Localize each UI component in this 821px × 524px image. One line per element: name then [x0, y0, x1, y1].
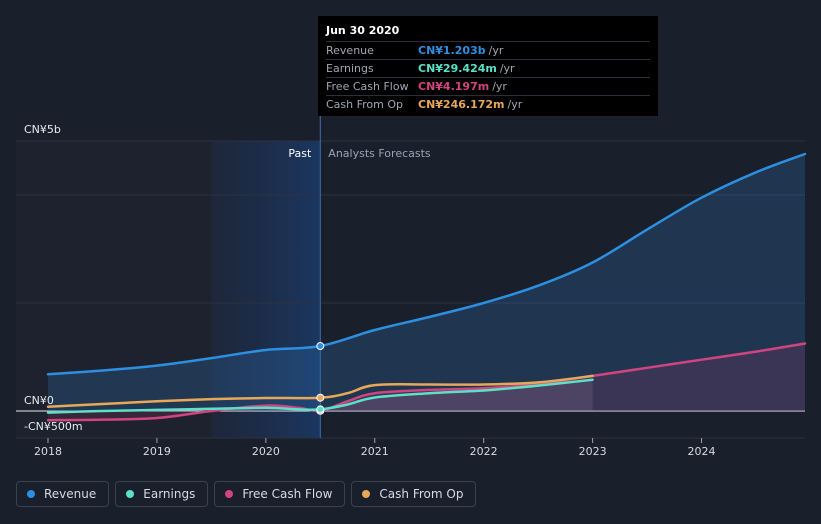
legend-dot-icon [362, 490, 371, 498]
y-axis-label-bottom: -CN¥500m [24, 420, 83, 433]
tooltip-row-free-cash-flow: Free Cash Flow CN¥4.197m /yr [326, 77, 650, 95]
y-axis-label-top: CN¥5b [24, 123, 61, 136]
legend-item-earnings[interactable]: Earnings [115, 481, 209, 507]
series-marker-revenue [316, 342, 325, 351]
tooltip-unit: /yr [499, 62, 515, 75]
x-tick-label: 2023 [579, 445, 607, 458]
legend-dot-icon [126, 490, 135, 498]
tooltip-row-earnings: Earnings CN¥29.424m /yr [326, 59, 650, 77]
financial-chart: CN¥5b CN¥0 -CN¥500m Past Analysts Forecasts 2… [16, 16, 807, 458]
series-area-earnings [48, 379, 593, 413]
legend-label: Free Cash Flow [242, 487, 333, 501]
series-marker-earnings [316, 405, 325, 414]
tooltip-value: CN¥4.197m [418, 80, 490, 93]
x-tick-label: 2019 [143, 445, 171, 458]
past-label: Past [288, 147, 312, 160]
series-line-free-cash-flow [46, 342, 807, 422]
x-tick-label: 2024 [688, 445, 716, 458]
legend-label: Earnings [143, 487, 196, 501]
legend-dot-icon [225, 490, 234, 498]
tooltip-unit: /yr [488, 44, 504, 57]
tooltip-unit: /yr [492, 80, 507, 93]
series-area-revenue [48, 154, 805, 411]
tooltip-row-revenue: Revenue CN¥1.203b /yr [326, 41, 650, 59]
tooltip-label: Earnings [326, 62, 374, 75]
tooltip-unit: /yr [507, 98, 523, 111]
series-line-cash-from-op [46, 374, 594, 408]
legend-item-cash-from-op[interactable]: Cash From Op [351, 481, 477, 507]
legend: Revenue Earnings Free Cash Flow Cash Fro… [16, 481, 477, 507]
tooltip-label: Cash From Op [326, 98, 404, 111]
tooltip-row-cash-from-op: Cash From Op CN¥246.172m /yr [326, 95, 650, 113]
legend-dot-icon [27, 490, 35, 498]
series-line-revenue [46, 152, 807, 376]
x-tick-label: 2020 [252, 445, 280, 458]
legend-item-free-cash-flow[interactable]: Free Cash Flow [214, 481, 346, 507]
legend-label: Cash From Op [379, 487, 464, 501]
tooltip-label: Revenue [326, 44, 374, 57]
x-tick-label: 2022 [470, 445, 498, 458]
tooltip-value: CN¥29.424m [418, 62, 497, 75]
tooltip-value: CN¥1.203b [418, 44, 486, 57]
series-marker-cash-from-op [316, 393, 325, 402]
series-area-free-cash-flow [48, 343, 805, 421]
tooltip: Jun 30 2020 Revenue CN¥1.203b /yr Earnin… [318, 16, 658, 116]
x-tick-label: 2021 [361, 445, 389, 458]
tooltip-date: Jun 30 2020 [326, 24, 400, 37]
legend-item-revenue[interactable]: Revenue [16, 481, 110, 507]
past-region-highlight [211, 141, 321, 438]
x-tick-label: 2018 [34, 445, 62, 458]
tooltip-label: Free Cash Flow [326, 80, 409, 93]
tooltip-value: CN¥246.172m [418, 98, 505, 111]
y-axis-label-zero: CN¥0 [24, 394, 54, 407]
legend-label: Revenue [44, 487, 97, 501]
forecast-label: Analysts Forecasts [328, 147, 431, 160]
